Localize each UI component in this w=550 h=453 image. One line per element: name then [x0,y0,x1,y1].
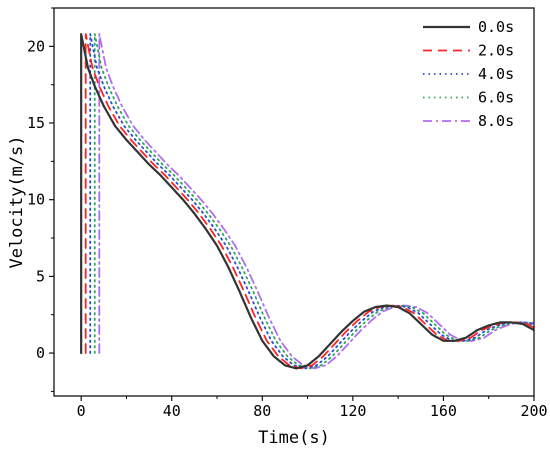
plot-area [80,32,534,370]
y-tick-label: 15 [27,114,45,132]
legend: 0.0s 2.0s 4.0s 6.0s 8.0s [423,18,514,130]
x-tick-label: 0 [77,402,86,420]
series-line-3 [93,33,534,370]
plot-frame [53,7,535,397]
series-line-4 [98,33,534,370]
legend-label-4: 8.0s [478,112,514,130]
x-tick-label: 120 [339,402,366,420]
y-tick-label: 20 [27,37,45,55]
x-tick-label: 200 [520,402,547,420]
legend-label-2: 4.0s [478,65,514,83]
series-line-1 [84,33,534,370]
x-tick-label: 40 [163,402,181,420]
series-line-0 [80,32,534,370]
legend-label-3: 6.0s [478,89,514,107]
x-axis-title: Time(s) [258,428,330,448]
legend-label-1: 2.0s [478,42,514,60]
x-tick-label: 160 [430,402,457,420]
x-tick-label: 80 [253,402,271,420]
series-line-2 [89,33,534,370]
y-tick-label: 10 [27,191,45,209]
y-tick-label: 0 [36,344,45,362]
y-tick-label: 5 [36,267,45,285]
axis-ticks: 0 40 80 120 160 200 0 5 10 15 20 [27,7,548,420]
y-axis-title: Velocity(m/s) [7,135,27,268]
legend-label-0: 0.0s [478,18,514,36]
